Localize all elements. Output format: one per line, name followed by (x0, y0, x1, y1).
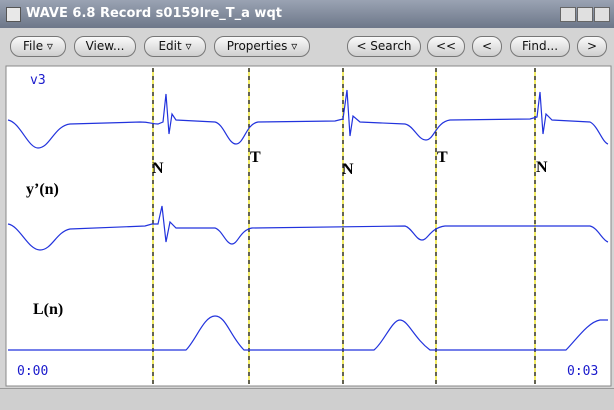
signal-view: v3 N T N T N y’(n) L(n) 0:00 0:03 (5, 65, 612, 387)
rewind-button[interactable]: << (427, 36, 465, 57)
annotation: N (342, 161, 354, 178)
properties-button[interactable]: Properties ▿ (214, 36, 310, 57)
trace-label: y’(n) (26, 181, 59, 198)
signal-trace (7, 205, 609, 251)
maximize-button[interactable] (577, 7, 593, 22)
annotation: T (250, 149, 261, 166)
toolbar: File ▿ View... Edit ▿ Properties ▿ < Sea… (0, 30, 614, 62)
signal-trace (7, 89, 609, 149)
minimize-button[interactable] (560, 7, 576, 22)
file-button[interactable]: File ▿ (10, 36, 66, 57)
signal-trace (8, 315, 608, 351)
window-menu[interactable] (6, 7, 21, 22)
annotation: N (152, 160, 164, 177)
annotation: N (536, 159, 548, 176)
window-title: WAVE 6.8 Record s0159lre_T_a wqt (26, 6, 282, 21)
back-button[interactable]: < (472, 36, 502, 57)
search-button[interactable]: < Search (347, 36, 421, 57)
forward-button[interactable]: > (577, 36, 607, 57)
close-button[interactable] (594, 7, 610, 22)
time-start: 0:00 (17, 364, 48, 379)
trace-label: L(n) (33, 301, 63, 318)
signal-label: v3 (30, 73, 46, 88)
status-bar (0, 388, 614, 410)
time-end: 0:03 (567, 364, 598, 379)
edit-button[interactable]: Edit ▿ (144, 36, 206, 57)
view-button[interactable]: View... (74, 36, 136, 57)
title-bar: WAVE 6.8 Record s0159lre_T_a wqt (0, 0, 614, 28)
find-button[interactable]: Find... (510, 36, 570, 57)
annotation: T (437, 149, 448, 166)
